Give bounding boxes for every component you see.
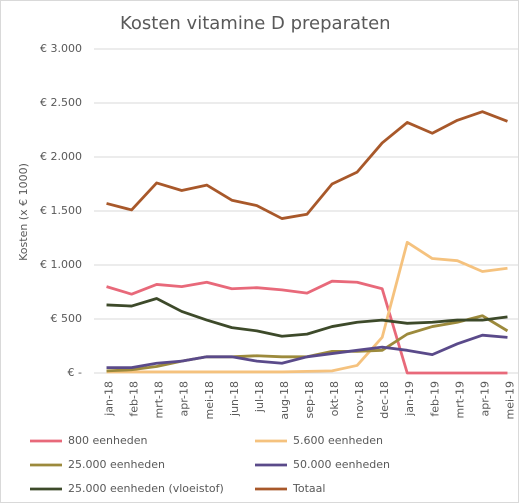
legend-label: 800 eenheden [68, 434, 147, 447]
x-tick-label: apr-19 [478, 381, 491, 417]
x-tick-label: aug-18 [278, 381, 291, 420]
legend-label: 25.000 eenheden (vloeistof) [68, 482, 224, 495]
x-tick-label: feb-18 [128, 381, 141, 417]
legend-label: 50.000 eenheden [293, 458, 390, 471]
y-tick-label: € - [68, 366, 82, 379]
x-tick-label: jan-19 [403, 381, 416, 417]
line-series [106, 333, 508, 370]
y-tick-label: € 2.500 [40, 96, 82, 109]
x-tick-label: nov-18 [353, 381, 366, 419]
line-series [106, 110, 508, 220]
legend-label: 5.600 eenheden [293, 434, 383, 447]
x-tick-label: jun-18 [228, 381, 241, 417]
x-tick-label: okt-18 [328, 381, 341, 416]
x-tick-label: mrt-18 [153, 381, 166, 419]
line-series [106, 279, 508, 375]
x-tick-label: feb-19 [428, 381, 441, 417]
x-tick-label: mrt-19 [453, 381, 466, 419]
line-series [106, 240, 508, 374]
x-tick-label: apr-18 [178, 381, 191, 417]
y-axis-label: Kosten (x € 1000) [17, 163, 30, 261]
x-tick-label: mei-18 [203, 381, 216, 420]
x-tick-label: dec-18 [378, 381, 391, 419]
y-tick-label: € 1.000 [40, 258, 82, 271]
y-tick-label: € 500 [51, 312, 83, 325]
y-tick-label: € 2.000 [40, 150, 82, 163]
chart-title: Kosten vitamine D preparaten [120, 13, 391, 34]
x-tick-label: mei-19 [503, 381, 516, 420]
line-series [106, 297, 508, 338]
legend-label: 25.000 eenheden [68, 458, 165, 471]
legend-label: Totaal [292, 482, 325, 495]
x-tick-label: jan-18 [103, 381, 116, 417]
x-tick-label: jul-18 [253, 381, 266, 413]
y-tick-label: € 1.500 [40, 204, 82, 217]
x-tick-label: sep-18 [303, 381, 316, 418]
y-tick-label: € 3.000 [40, 42, 82, 55]
